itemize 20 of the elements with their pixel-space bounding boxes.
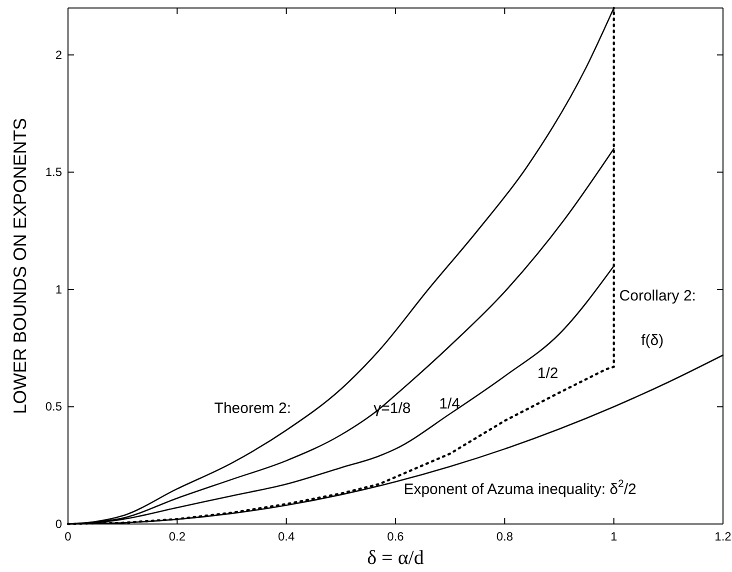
annotation: Exponent of Azuma inequality: δ$^{2}$/2 <box>404 478 636 498</box>
y-tick-label: 0.5 <box>45 400 62 414</box>
x-tick-label: 1.2 <box>714 530 732 544</box>
x-tick-label: 0.8 <box>496 530 514 544</box>
annotation: Theorem 2: <box>214 400 291 418</box>
x-tick-label: 1 <box>610 530 618 544</box>
y-tick-label: 2 <box>55 48 62 62</box>
annotation: Corollary 2: <box>619 287 696 304</box>
y-tick-label: 1.5 <box>45 165 62 180</box>
annotation: 1/4 <box>439 395 460 412</box>
annotation: f(δ) <box>641 332 664 350</box>
x-tick-label: 0.2 <box>168 530 186 544</box>
x-tick-label: 0 <box>64 530 72 544</box>
x-tick-label: 0.6 <box>387 530 404 544</box>
annotation: 1/2 <box>537 364 558 382</box>
y-tick-label: 0 <box>55 516 62 531</box>
x-tick-label: 0.4 <box>278 530 295 544</box>
y-axis-title: LOWER BOUNDS ON EXPONENTS <box>10 118 30 414</box>
x-axis-title: δ = α/d <box>367 547 424 569</box>
y-tick-label: 1 <box>55 282 62 296</box>
